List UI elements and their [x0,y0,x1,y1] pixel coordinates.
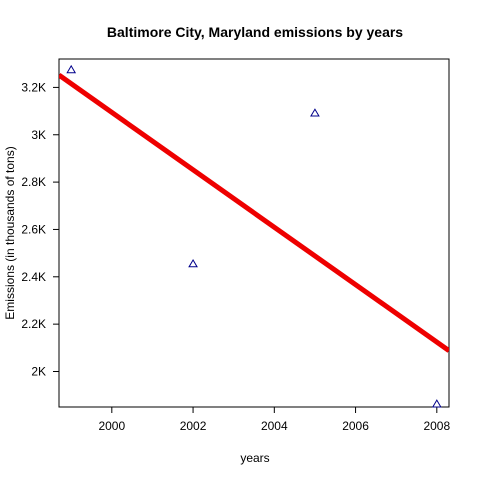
y-tick-label: 3.2K [21,80,46,94]
y-tick-label: 2.8K [21,175,46,189]
plot-area: 2000 2002 2004 2006 2008 2K 2.2K 2.4K 2.6K 2.8K 3K… [21,58,450,433]
data-point [310,108,320,117]
x-tick-label: 2000 [98,419,125,433]
y-tick-label: 2.2K [21,317,46,331]
x-tick-label: 2006 [342,419,369,433]
y-tick-label: 2.4K [21,270,46,284]
x-axis-label: years [240,451,269,465]
y-tick-label: 2K [31,364,46,378]
y-tick-label: 2.6K [21,222,46,236]
x-tick-label: 2002 [180,419,207,433]
trend-line [59,73,449,353]
data-point [188,259,198,268]
plot-frame [58,58,450,408]
y-axis-label: Emissions (in thousands of tons) [3,146,17,319]
x-tick-label: 2004 [261,419,288,433]
x-tick-label: 2008 [423,419,450,433]
chart-title: Baltimore City, Maryland emissions by ye… [107,24,403,40]
data-point [66,64,77,74]
y-tick-label: 3K [31,128,46,142]
data-point [431,399,442,408]
